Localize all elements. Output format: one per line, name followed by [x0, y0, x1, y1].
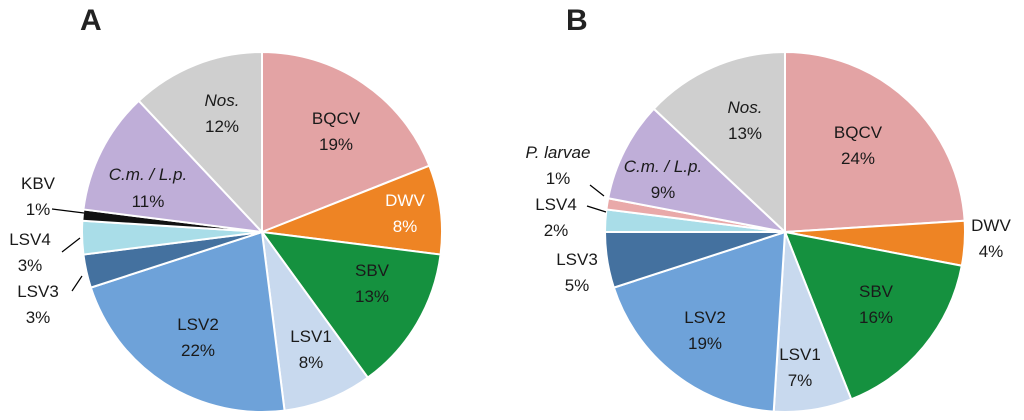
- slice-label-cmlp: C.m. / L.p.: [109, 165, 187, 184]
- pie-chart-a: BQCV 19% DWV 8% SBV 13% LSV1 8% LSV2 22% LSV3 3% LSV…: [9, 50, 443, 413]
- panel-title-a: A: [80, 4, 102, 37]
- slice-percent-lsv2: 22%: [181, 341, 215, 360]
- slice-percent-bqcv: 19%: [319, 135, 353, 154]
- slice-label-nos: Nos.: [205, 91, 240, 110]
- slice-percent-sbv: 16%: [859, 308, 893, 327]
- pie-slice-nos: [137, 50, 263, 235]
- slice-percent-bqcv: 24%: [841, 149, 875, 168]
- pie-slice-bqcv: [261, 50, 431, 234]
- slice-label-lsv2: LSV2: [684, 308, 726, 327]
- slice-label-kbv: KBV: [21, 174, 56, 193]
- leader-line-lsv4: [586, 205, 607, 213]
- slice-label-plarvae: P. larvae: [526, 143, 591, 162]
- leader-line-lsv3: [71, 275, 83, 292]
- slice-percent-plarvae: 1%: [546, 169, 571, 188]
- slice-percent-lsv1: 8%: [299, 353, 324, 372]
- slice-label-nos: Nos.: [728, 98, 763, 117]
- slice-label-lsv1: LSV1: [290, 327, 332, 346]
- slice-percent-dwv: 8%: [393, 217, 418, 236]
- slice-label-cmlp: C.m. / L.p.: [624, 157, 702, 176]
- pie-slice-sbv: [783, 230, 963, 401]
- slice-label-bqcv: BQCV: [834, 123, 883, 142]
- slice-label-lsv1: LSV1: [779, 345, 821, 364]
- pie-slice-dwv: [261, 164, 443, 256]
- slice-percent-nos: 13%: [728, 124, 762, 143]
- slice-percent-lsv1: 7%: [788, 371, 813, 390]
- pie-slice-cmlp: [82, 99, 265, 234]
- slice-percent-cmlp: 9%: [651, 183, 676, 202]
- panel-title-b: B: [566, 4, 588, 37]
- slice-label-dwv: DWV: [385, 191, 425, 210]
- pie-slice-sbv: [259, 230, 442, 380]
- slice-percent-lsv4: 2%: [544, 221, 569, 240]
- pie-slice-lsv2: [612, 230, 787, 413]
- slice-percent-lsv3: 3%: [26, 308, 51, 327]
- slice-percent-nos: 12%: [205, 117, 239, 136]
- slice-percent-dwv: 4%: [979, 242, 1004, 261]
- leader-line-plarvae: [589, 184, 605, 197]
- leader-line-kbv: [51, 208, 85, 214]
- slice-percent-sbv: 13%: [355, 287, 389, 306]
- pie-slice-bqcv: [784, 50, 966, 234]
- slice-percent-kbv: 1%: [26, 200, 51, 219]
- pie-slice-lsv1: [261, 231, 370, 412]
- pie-chart-b: BQCV 24% DWV 4% SBV 16% LSV1 7% LSV2 19% LSV3 5% LSV…: [526, 50, 1011, 413]
- slice-percent-lsv3: 5%: [565, 276, 590, 295]
- slice-label-dwv: DWV: [971, 216, 1011, 235]
- pie-slice-lsv2: [89, 230, 286, 413]
- leader-line-lsv4: [61, 237, 81, 253]
- slice-percent-lsv2: 19%: [688, 334, 722, 353]
- slice-label-lsv3: LSV3: [17, 282, 59, 301]
- slice-label-lsv4: LSV4: [9, 230, 51, 249]
- pie-slice-cmlp: [607, 107, 789, 234]
- pie-slice-nos: [652, 50, 786, 235]
- slice-percent-lsv4: 3%: [18, 256, 43, 275]
- slice-label-lsv3: LSV3: [556, 250, 598, 269]
- slice-label-lsv2: LSV2: [177, 315, 219, 334]
- slice-label-lsv4: LSV4: [535, 195, 577, 214]
- slice-label-bqcv: BQCV: [312, 109, 361, 128]
- slice-label-sbv: SBV: [355, 261, 390, 280]
- slice-percent-cmlp: 11%: [132, 192, 165, 211]
- slice-label-sbv: SBV: [859, 282, 894, 301]
